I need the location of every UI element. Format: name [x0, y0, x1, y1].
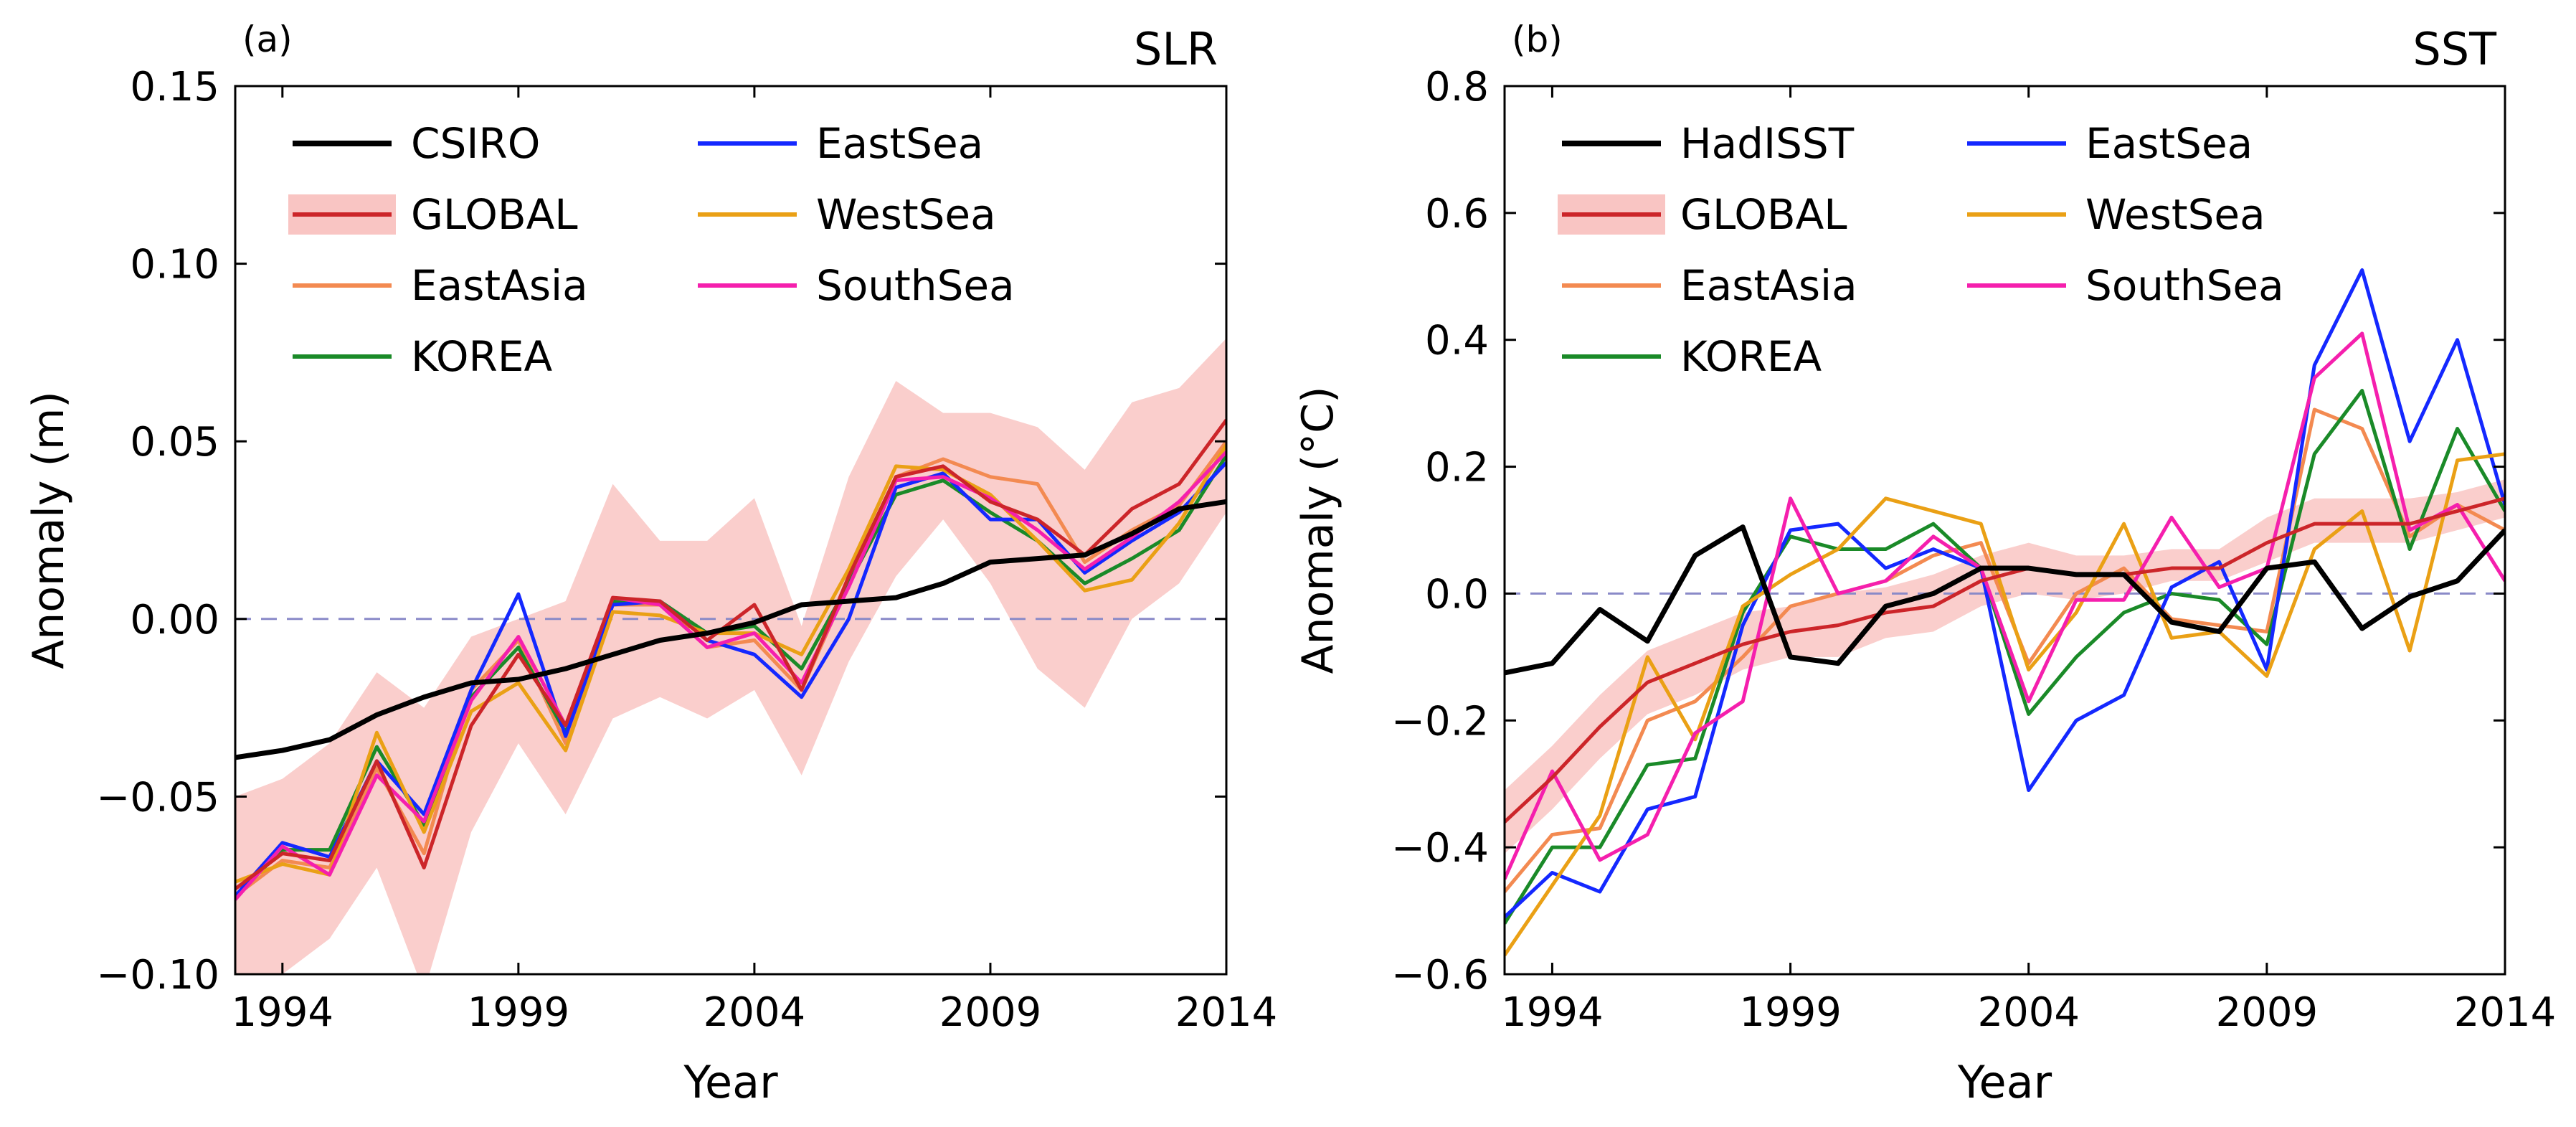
- panel-slr: 1994 1999 2004 2009 2014 −0.10 −0.05 0.00 0.05 0.…: [24, 19, 1277, 1108]
- legend: CSIRO GLOBAL EastAsia KOREA EastSea WestSea So…: [288, 119, 1015, 381]
- chart-title: SST: [2412, 23, 2497, 75]
- legend-label: WestSea: [2085, 190, 2265, 239]
- y-tick-label: −0.10: [96, 952, 219, 999]
- y-tick-label: 0.05: [130, 419, 219, 466]
- y-axis-label: Anomaly (m): [24, 391, 74, 669]
- y-tick-label: 0.0: [1425, 571, 1489, 618]
- y-tick-label: 0.4: [1425, 318, 1489, 364]
- legend-label: KOREA: [411, 332, 552, 381]
- y-tick-label: −0.6: [1391, 952, 1489, 999]
- series-line-southsea: [235, 451, 1226, 901]
- y-tick-label: 0.10: [130, 242, 219, 288]
- legend-label: SouthSea: [816, 261, 1015, 310]
- series-line-global: [1505, 496, 2505, 824]
- series-line-westsea: [235, 443, 1226, 884]
- y-tick-label: −0.05: [96, 774, 219, 821]
- series-line-csiro: [235, 499, 1226, 760]
- legend-label: GLOBAL: [1680, 190, 1847, 239]
- legend-item-eastasia: EastAsia: [1562, 261, 1857, 310]
- y-tick-label: −0.2: [1391, 698, 1489, 745]
- y-tick-label: 0.6: [1425, 191, 1489, 237]
- legend-item-westsea: WestSea: [1967, 190, 2265, 239]
- legend-item-csiro: CSIRO: [293, 119, 540, 168]
- x-tick-label: 1999: [1739, 989, 1842, 1036]
- legend-label: EastAsia: [1680, 261, 1857, 310]
- x-axis-label: Year: [683, 1056, 778, 1108]
- plot-frame: [1503, 85, 2506, 976]
- chart-title: SLR: [1134, 23, 1218, 75]
- panel-sst: 1994 1999 2004 2009 2014 −0.6 −0.4 −0.2 0.0 0.2 0.…: [1293, 19, 2556, 1108]
- legend-label: CSIRO: [411, 119, 540, 168]
- x-tick-label: 1999: [468, 989, 570, 1036]
- legend-label: WestSea: [816, 190, 996, 239]
- legend-label: EastSea: [816, 119, 983, 168]
- x-tick-label: 2004: [1977, 989, 2080, 1036]
- legend-item-hadisst: HadISST: [1562, 119, 1855, 168]
- x-tick-label: 2004: [704, 989, 806, 1036]
- legend-label: EastAsia: [411, 261, 588, 310]
- y-tick-label: 0.2: [1425, 445, 1489, 491]
- legend-item-southsea: SouthSea: [1967, 261, 2284, 310]
- y-tick-label: 0.8: [1425, 64, 1489, 110]
- series-line-eastasia: [1505, 407, 2505, 893]
- legend: HadISST GLOBAL EastAsia KOREA EastSea WestSea…: [1558, 119, 2284, 381]
- legend-item-eastsea: EastSea: [698, 119, 983, 168]
- legend-item-eastasia: EastAsia: [293, 261, 588, 310]
- y-tick-label: 0.00: [130, 597, 219, 643]
- legend-label: HadISST: [1680, 119, 1855, 168]
- legend-item-korea: KOREA: [293, 332, 552, 381]
- legend-label: EastSea: [2085, 119, 2253, 168]
- legend-item-eastsea: EastSea: [1967, 119, 2253, 168]
- legend-item-korea: KOREA: [1562, 332, 1822, 381]
- series-line-westsea: [1505, 452, 2505, 956]
- legend-item-global: GLOBAL: [1558, 190, 1847, 239]
- legend-item-westsea: WestSea: [698, 190, 996, 239]
- y-tick-label: −0.4: [1391, 825, 1489, 872]
- y-tick-label: 0.15: [130, 64, 219, 110]
- legend-label: SouthSea: [2085, 261, 2284, 310]
- y-axis-label: Anomaly (°C): [1293, 387, 1343, 674]
- x-tick-label: 2014: [2454, 989, 2557, 1036]
- global-uncertainty-band: [235, 338, 1226, 974]
- series-line-southsea: [1505, 331, 2505, 880]
- panel-label: (b): [1512, 19, 1563, 60]
- x-tick-label: 1994: [232, 989, 334, 1036]
- panel-label: (a): [242, 19, 293, 60]
- x-tick-label: 1994: [1501, 989, 1604, 1036]
- legend-item-global: GLOBAL: [288, 190, 578, 239]
- plot-frame: [234, 85, 1228, 976]
- legend-label: GLOBAL: [411, 190, 578, 239]
- legend-item-southsea: SouthSea: [698, 261, 1015, 310]
- legend-label: KOREA: [1680, 332, 1822, 381]
- x-axis-label: Year: [1957, 1056, 2052, 1108]
- series-line-eastsea: [235, 461, 1226, 897]
- series-line-global: [235, 419, 1226, 891]
- x-tick-label: 2014: [1175, 989, 1278, 1036]
- x-tick-label: 2009: [939, 989, 1042, 1036]
- x-tick-label: 2009: [2216, 989, 2319, 1036]
- series-line-korea: [1505, 388, 2505, 925]
- series-line-hadisst: [1505, 524, 2505, 676]
- series-line-eastsea: [1505, 268, 2505, 919]
